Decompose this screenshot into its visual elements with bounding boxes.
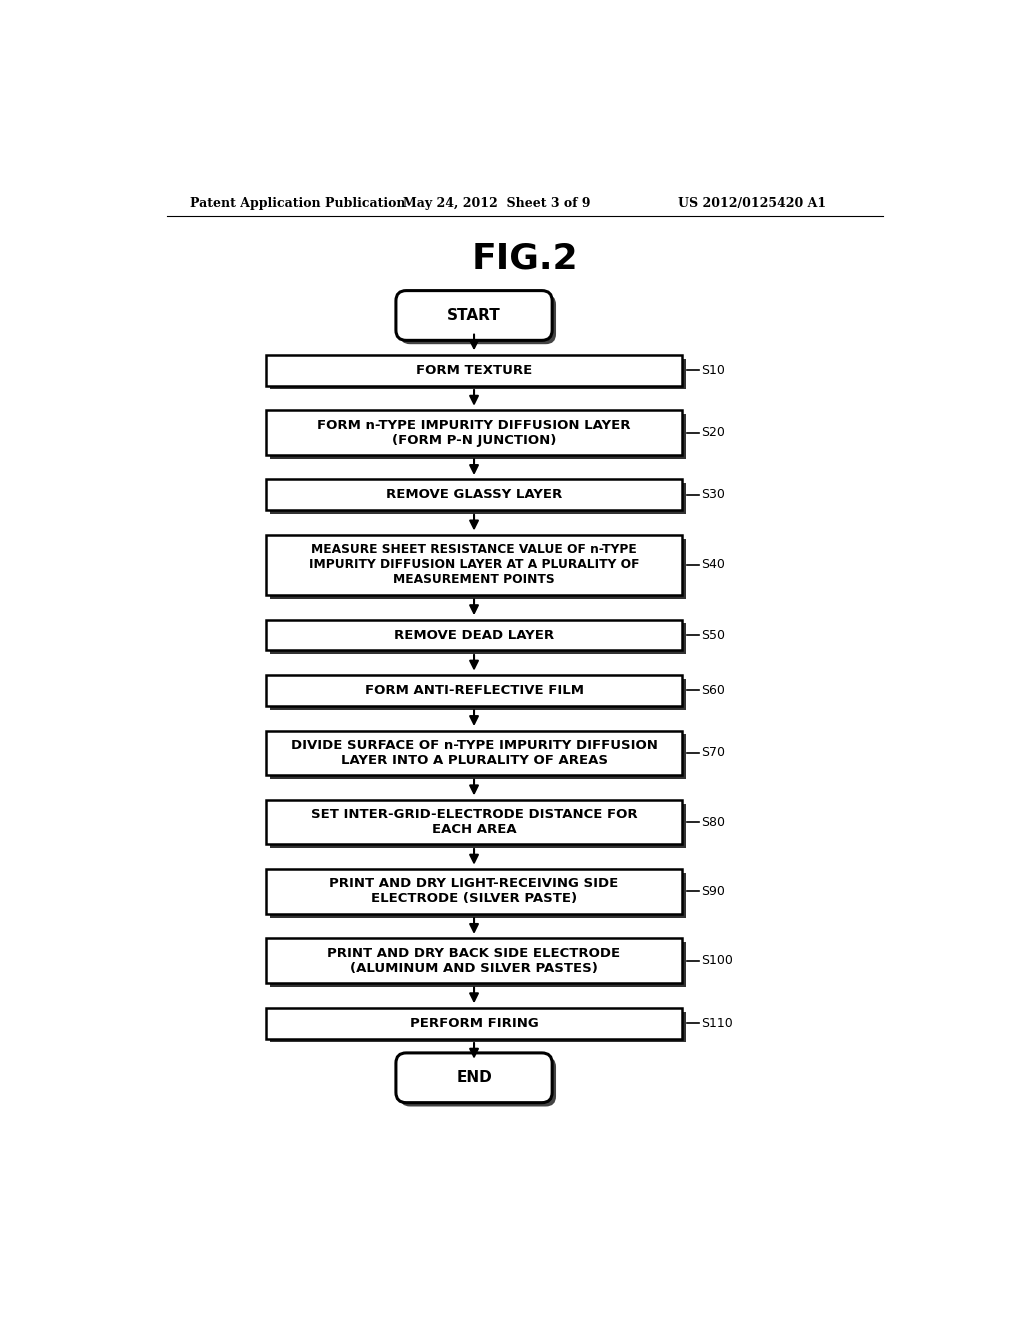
- FancyBboxPatch shape: [266, 535, 682, 595]
- FancyBboxPatch shape: [270, 483, 686, 515]
- FancyBboxPatch shape: [270, 873, 686, 917]
- Text: PRINT AND DRY BACK SIDE ELECTRODE
(ALUMINUM AND SILVER PASTES): PRINT AND DRY BACK SIDE ELECTRODE (ALUMI…: [328, 946, 621, 974]
- Text: FORM TEXTURE: FORM TEXTURE: [416, 363, 532, 376]
- FancyBboxPatch shape: [266, 479, 682, 511]
- Text: S40: S40: [701, 558, 725, 572]
- FancyBboxPatch shape: [270, 1011, 686, 1043]
- FancyBboxPatch shape: [270, 678, 686, 710]
- Text: US 2012/0125420 A1: US 2012/0125420 A1: [678, 197, 826, 210]
- Text: May 24, 2012  Sheet 3 of 9: May 24, 2012 Sheet 3 of 9: [403, 197, 591, 210]
- FancyBboxPatch shape: [396, 1053, 552, 1102]
- FancyBboxPatch shape: [270, 942, 686, 987]
- FancyBboxPatch shape: [266, 619, 682, 651]
- FancyBboxPatch shape: [270, 623, 686, 655]
- Text: S20: S20: [701, 426, 725, 440]
- Text: S50: S50: [701, 628, 725, 642]
- Text: S110: S110: [701, 1016, 733, 1030]
- Text: REMOVE GLASSY LAYER: REMOVE GLASSY LAYER: [386, 488, 562, 502]
- FancyBboxPatch shape: [266, 1007, 682, 1039]
- FancyBboxPatch shape: [266, 730, 682, 775]
- FancyBboxPatch shape: [266, 939, 682, 983]
- Text: S60: S60: [701, 684, 725, 697]
- FancyBboxPatch shape: [266, 800, 682, 845]
- FancyBboxPatch shape: [399, 1057, 556, 1106]
- Text: REMOVE DEAD LAYER: REMOVE DEAD LAYER: [394, 628, 554, 642]
- Text: S10: S10: [701, 363, 725, 376]
- Text: FORM n-TYPE IMPURITY DIFFUSION LAYER
(FORM P-N JUNCTION): FORM n-TYPE IMPURITY DIFFUSION LAYER (FO…: [317, 418, 631, 446]
- Text: Patent Application Publication: Patent Application Publication: [190, 197, 406, 210]
- Text: PERFORM FIRING: PERFORM FIRING: [410, 1016, 539, 1030]
- Text: FIG.2: FIG.2: [471, 242, 579, 276]
- FancyBboxPatch shape: [270, 734, 686, 779]
- FancyBboxPatch shape: [270, 539, 686, 599]
- FancyBboxPatch shape: [266, 355, 682, 385]
- FancyBboxPatch shape: [396, 290, 552, 341]
- Text: START: START: [447, 308, 501, 323]
- Text: SET INTER-GRID-ELECTRODE DISTANCE FOR
EACH AREA: SET INTER-GRID-ELECTRODE DISTANCE FOR EA…: [310, 808, 637, 836]
- Text: S30: S30: [701, 488, 725, 502]
- FancyBboxPatch shape: [266, 675, 682, 706]
- Text: END: END: [456, 1071, 492, 1085]
- FancyBboxPatch shape: [266, 869, 682, 913]
- FancyBboxPatch shape: [270, 359, 686, 389]
- FancyBboxPatch shape: [270, 804, 686, 849]
- Text: S90: S90: [701, 884, 725, 898]
- FancyBboxPatch shape: [266, 411, 682, 455]
- FancyBboxPatch shape: [399, 294, 556, 345]
- FancyBboxPatch shape: [270, 414, 686, 459]
- Text: FORM ANTI-REFLECTIVE FILM: FORM ANTI-REFLECTIVE FILM: [365, 684, 584, 697]
- Text: MEASURE SHEET RESISTANCE VALUE OF n-TYPE
IMPURITY DIFFUSION LAYER AT A PLURALITY: MEASURE SHEET RESISTANCE VALUE OF n-TYPE…: [309, 544, 639, 586]
- Text: S100: S100: [701, 954, 733, 968]
- Text: DIVIDE SURFACE OF n-TYPE IMPURITY DIFFUSION
LAYER INTO A PLURALITY OF AREAS: DIVIDE SURFACE OF n-TYPE IMPURITY DIFFUS…: [291, 739, 657, 767]
- Text: S70: S70: [701, 746, 725, 759]
- Text: PRINT AND DRY LIGHT-RECEIVING SIDE
ELECTRODE (SILVER PASTE): PRINT AND DRY LIGHT-RECEIVING SIDE ELECT…: [330, 878, 618, 906]
- Text: S80: S80: [701, 816, 725, 829]
